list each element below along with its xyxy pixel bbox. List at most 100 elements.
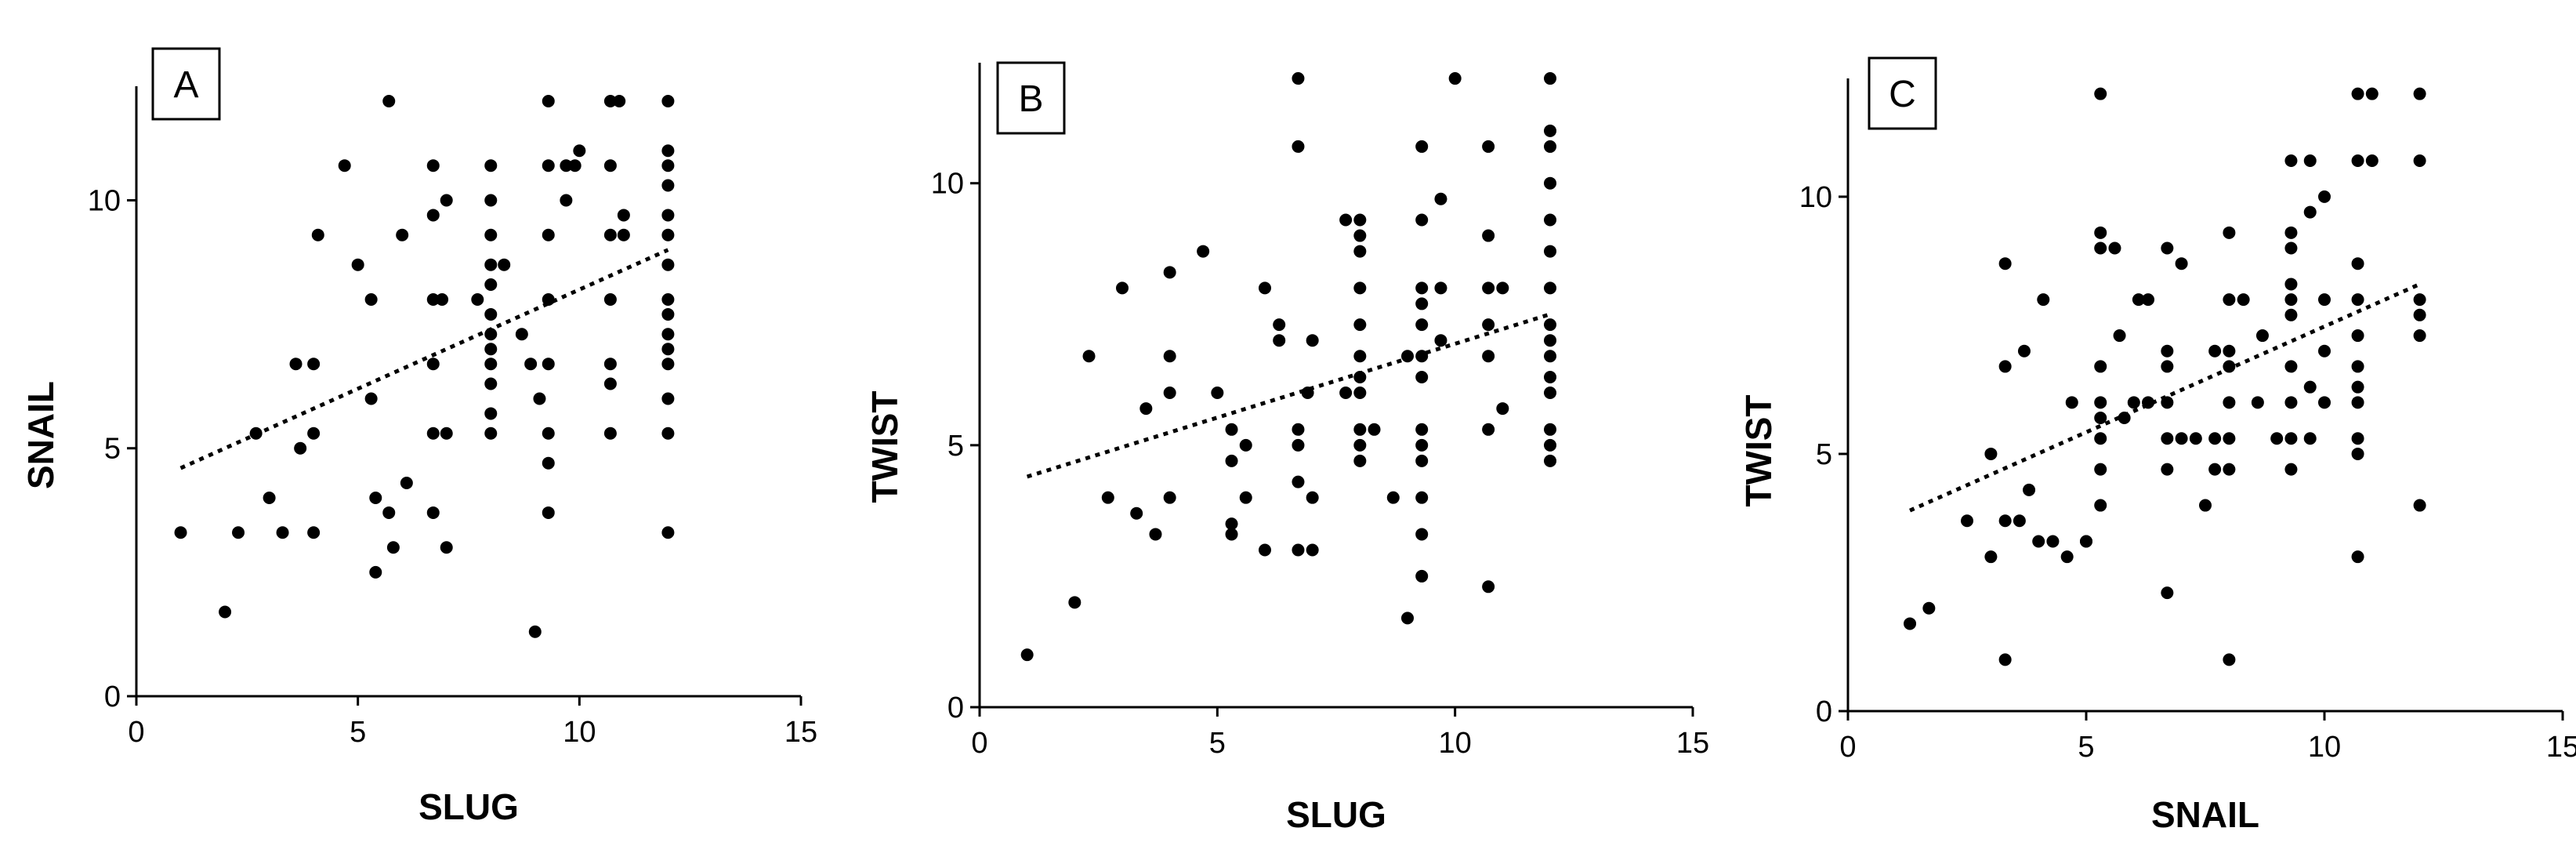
data-point [1904,617,1917,630]
x-tick-label: 5 [350,716,366,749]
data-point [2161,360,2174,373]
data-point [263,491,276,504]
data-point [1998,360,2012,373]
data-point [1353,438,1367,452]
data-point [1353,213,1367,227]
data-point [2094,241,2107,255]
data-point [484,427,498,440]
data-point [661,358,675,371]
y-tick-label: 5 [1816,438,1832,471]
panel-label-box [151,47,221,121]
data-point [1544,281,1556,295]
data-point [661,526,675,539]
data-point [2161,463,2174,476]
data-point [1239,491,1252,504]
data-point [1544,245,1556,258]
data-point [351,258,364,271]
data-point [542,292,555,306]
data-point [1353,245,1367,258]
data-point [1306,491,1319,504]
data-point [1292,423,1305,436]
data-point [1922,601,1936,615]
data-point [1163,266,1176,279]
data-point [2318,396,2331,409]
data-point [1998,257,2012,270]
data-point [1544,318,1556,332]
data-point [2060,550,2074,564]
data-point [1306,334,1319,347]
data-point [2094,87,2107,100]
data-point [2413,499,2426,512]
data-point [1225,454,1238,467]
data-point [2208,432,2222,445]
data-point [1339,213,1353,227]
data-point [2094,360,2107,373]
data-point [560,159,573,172]
data-point [2351,396,2364,409]
x-tick-label: 0 [128,716,144,749]
data-point [1273,318,1286,332]
data-point [2208,463,2222,476]
data-point [1544,176,1556,190]
data-point [2161,396,2174,409]
data-point [2351,257,2364,270]
data-point [2094,499,2107,512]
data-point [440,541,453,554]
scatter-panel-b: 0 5 10 15 0 5 10 SLUG TWIST B [864,61,1709,835]
data-point [426,358,440,371]
data-point [1961,514,1973,528]
data-point [603,427,617,440]
data-point [1482,580,1495,594]
data-point [2013,514,2026,528]
data-point [542,427,555,440]
y-axis-title: TWIST [864,390,905,503]
data-point [498,258,511,271]
data-point [1386,491,1400,504]
data-point [2161,586,2174,600]
data-point [542,228,555,241]
data-point [1496,402,1509,416]
data-point [1415,491,1429,504]
data-point [2318,344,2331,358]
data-point [1353,370,1367,383]
y-axis-title: SNAIL [20,381,61,489]
data-point [2223,463,2236,476]
data-point [2351,432,2364,445]
data-point [1482,318,1495,332]
data-point [2017,344,2031,358]
data-point [1544,438,1556,452]
data-point [1544,454,1556,467]
data-point [2199,499,2212,512]
data-point [2161,432,2174,445]
data-point [2223,396,2236,409]
data-point [1415,454,1429,467]
data-point [1415,281,1429,295]
data-point [1353,229,1367,242]
data-point [426,427,440,440]
data-point [484,407,498,420]
data-point [1368,423,1381,436]
data-point [617,209,630,222]
data-point [617,228,630,241]
data-point [1353,318,1367,332]
data-point [2351,154,2364,167]
data-point [2318,293,2331,307]
x-tick-label: 15 [784,716,817,749]
data-point [2223,293,2236,307]
data-point [2208,344,2222,358]
data-point [1401,350,1414,363]
data-point [1544,124,1556,137]
data-point [1225,517,1238,531]
data-point [174,526,187,539]
data-point [2223,360,2236,373]
y-axis-title: TWIST [1738,394,1779,506]
data-point [1482,229,1495,242]
data-point [1415,350,1429,363]
data-point [2113,329,2126,343]
data-point [484,358,498,371]
data-point [542,456,555,470]
data-point [1984,550,1998,564]
data-point [1415,297,1429,310]
data-point [2142,396,2155,409]
